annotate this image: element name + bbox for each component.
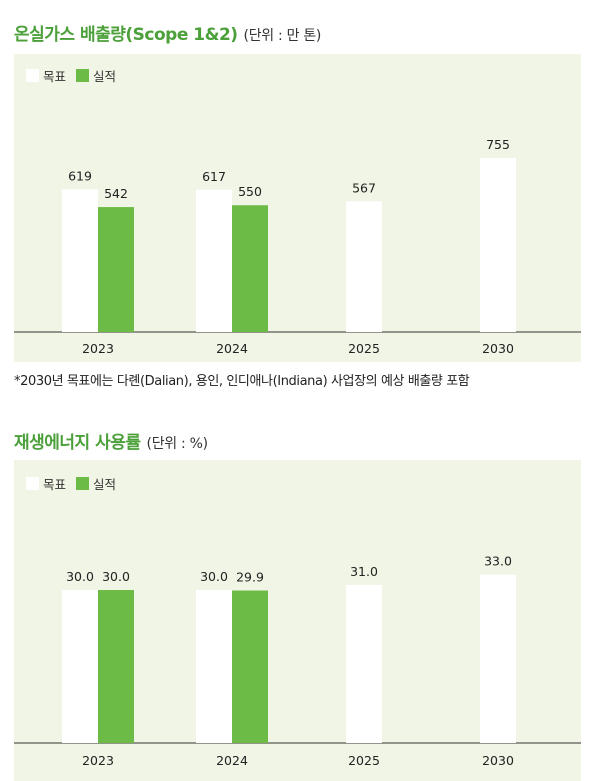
chart2-bar-actual-2024: [232, 590, 268, 743]
chart1-x-tick-2030: 2030: [482, 341, 514, 356]
chart2-bar-target-2030: [480, 574, 516, 743]
chart1-value-label-actual-2023: 542: [104, 186, 128, 201]
chart1-value-label-target-2025: 567: [352, 180, 376, 195]
legend-target-swatch: [26, 69, 39, 82]
chart1-title: 온실가스 배출량(Scope 1&2): [14, 25, 238, 45]
chart2-value-label-target-2023: 30.0: [66, 569, 94, 584]
legend-target-label: 목표: [43, 477, 67, 492]
chart2-bar-actual-2023: [98, 590, 134, 743]
chart2-x-tick-2025: 2025: [348, 753, 380, 768]
chart2-title-row: 재생에너지 사용률 (단위 : %): [14, 428, 208, 453]
legend-target-swatch: [26, 477, 39, 490]
chart2-unit: (단위 : %): [146, 436, 209, 452]
chart2-bar-target-2025: [346, 584, 382, 743]
chart1-bar-target-2025: [346, 201, 382, 332]
chart1-x-tick-2025: 2025: [348, 341, 380, 356]
chart2-legend: 목표 실적: [26, 474, 116, 493]
chart2-title: 재생에너지 사용률: [14, 433, 141, 453]
legend-actual-swatch: [76, 477, 90, 490]
chart1-bar-target-2024: [196, 189, 232, 332]
chart2-x-tick-2030: 2030: [482, 753, 514, 768]
chart1-plot: 619 542 2023 617 550 2024 567 2025 755 2030: [14, 137, 581, 356]
legend-actual-label: 실적: [93, 477, 117, 492]
legend-target-label: 목표: [43, 69, 67, 84]
chart2-plot: 30.0 30.0 2023 30.0 29.9 2024 31.0 2025 33.0 2030: [14, 554, 581, 768]
chart1-bar-target-2023: [62, 189, 98, 332]
legend-actual-swatch: [76, 69, 90, 82]
chart1-value-label-target-2030: 755: [486, 137, 510, 152]
chart2-value-label-target-2025: 31.0: [350, 564, 378, 579]
chart2-value-label-actual-2024: 29.9: [236, 570, 264, 585]
chart1-value-label-target-2024: 617: [202, 169, 226, 184]
chart2-value-label-target-2030: 33.0: [484, 554, 512, 569]
legend-actual-label: 실적: [93, 69, 117, 84]
chart1-panel: 목표 실적 619 542 2023 617 550 2024 567 2025 755 2030: [14, 54, 581, 362]
chart1-x-tick-2023: 2023: [82, 341, 114, 356]
chart2-x-tick-2024: 2024: [216, 753, 248, 768]
chart2-value-label-target-2024: 30.0: [200, 569, 228, 584]
chart1-value-label-target-2023: 619: [68, 168, 92, 183]
chart2-value-label-actual-2023: 30.0: [102, 569, 130, 584]
chart1-value-label-actual-2024: 550: [238, 184, 262, 199]
chart1-unit: (단위 : 만 톤): [243, 28, 322, 44]
chart1-title-row: 온실가스 배출량(Scope 1&2) (단위 : 만 톤): [14, 20, 321, 45]
chart2-panel: 목표 실적 30.0 30.0 2023 30.0 29.9 2024 31.0 2025 33…: [14, 460, 581, 781]
chart1-bar-target-2030: [480, 157, 516, 332]
chart1-bar-actual-2024: [232, 205, 268, 332]
chart2-x-tick-2023: 2023: [82, 753, 114, 768]
chart1-legend: 목표 실적: [26, 66, 116, 85]
chart2-bar-target-2024: [196, 590, 232, 743]
chart1-bar-actual-2023: [98, 207, 134, 332]
chart1-footnote: *2030년 목표에는 다롄(Dalian), 용인, 인디애나(Indiana…: [14, 374, 470, 389]
chart1-x-tick-2024: 2024: [216, 341, 248, 356]
chart2-bar-target-2023: [62, 590, 98, 743]
